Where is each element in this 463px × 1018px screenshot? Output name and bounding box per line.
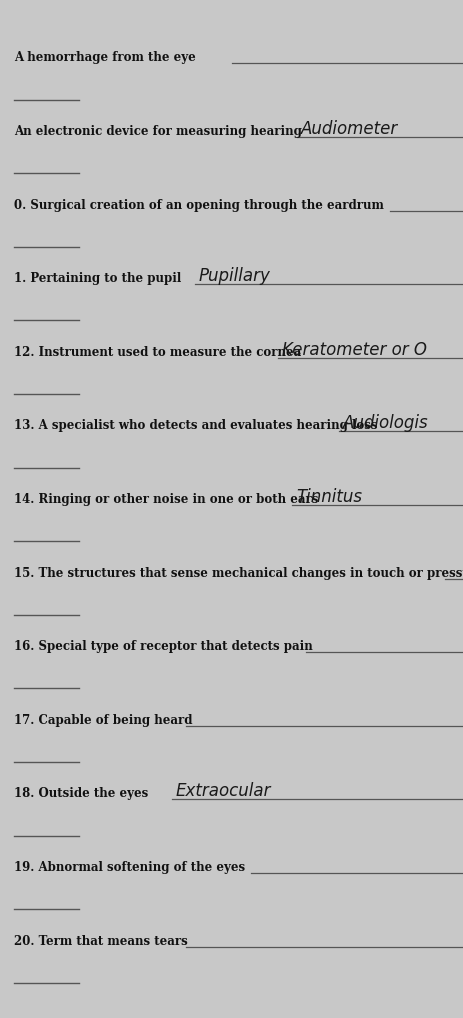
Text: 14. Ringing or other noise in one or both ears: 14. Ringing or other noise in one or bot…: [14, 493, 318, 506]
Text: 15. The structures that sense mechanical changes in touch or pressure: 15. The structures that sense mechanical…: [14, 567, 463, 579]
Text: 1. Pertaining to the pupil: 1. Pertaining to the pupil: [14, 272, 181, 285]
Text: 18. Outside the eyes: 18. Outside the eyes: [14, 787, 148, 800]
Text: 17. Capable of being heard: 17. Capable of being heard: [14, 714, 192, 727]
Text: 0. Surgical creation of an opening through the eardrum: 0. Surgical creation of an opening throu…: [14, 199, 383, 212]
Text: 19. Abnormal softening of the eyes: 19. Abnormal softening of the eyes: [14, 861, 244, 874]
Text: 20. Term that means tears: 20. Term that means tears: [14, 935, 187, 948]
Text: 12. Instrument used to measure the cornea: 12. Instrument used to measure the corne…: [14, 346, 300, 358]
Text: Extraocular: Extraocular: [175, 783, 270, 800]
Text: Keratometer or O: Keratometer or O: [282, 341, 426, 358]
Text: Audiologis: Audiologis: [342, 414, 427, 433]
Text: 16. Special type of receptor that detects pain: 16. Special type of receptor that detect…: [14, 640, 312, 654]
Text: An electronic device for measuring hearing: An electronic device for measuring heari…: [14, 125, 301, 138]
Text: A hemorrhage from the eye: A hemorrhage from the eye: [14, 51, 195, 64]
Text: Audiometer: Audiometer: [300, 120, 397, 138]
Text: Tinnitus: Tinnitus: [296, 488, 362, 506]
Text: Pupillary: Pupillary: [199, 267, 270, 285]
Text: 13. A specialist who detects and evaluates hearing loss: 13. A specialist who detects and evaluat…: [14, 419, 376, 433]
